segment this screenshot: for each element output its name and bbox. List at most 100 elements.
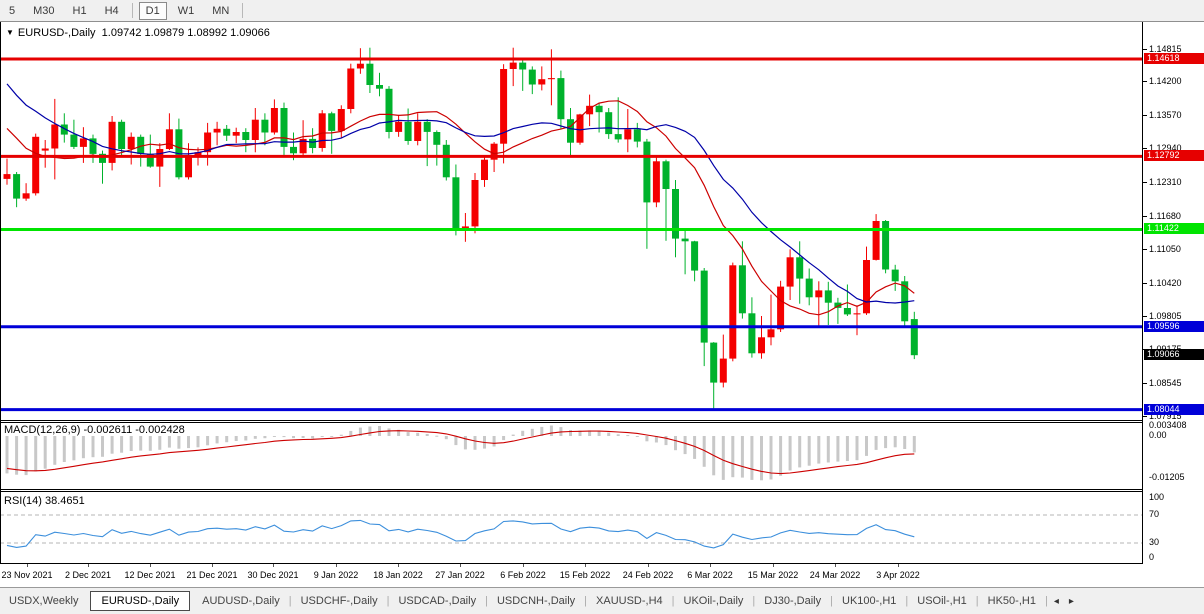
- candle-body: [557, 78, 565, 120]
- candle-body: [624, 129, 632, 140]
- macd-histogram-bar: [473, 436, 477, 450]
- macd-histogram-bar: [320, 436, 324, 437]
- tab-separator: |: [752, 595, 756, 607]
- candle-body: [652, 161, 660, 203]
- macd-histogram-bar: [120, 436, 124, 453]
- time-axis[interactable]: 23 Nov 2021 2 Dec 2021 12 Dec 2021 21 Dec 2…: [0, 564, 1142, 587]
- macd-histogram-bar: [43, 436, 47, 469]
- chart-tab-UKOil-Daily[interactable]: UKOil-,Daily: [683, 595, 744, 607]
- timeframe-button-H1[interactable]: H1: [72, 4, 87, 17]
- candle-body: [538, 79, 546, 85]
- chart-tab-DJ30-Daily[interactable]: DJ30-,Daily: [764, 595, 822, 607]
- candle-body: [442, 144, 450, 178]
- macd-histogram-bar: [215, 436, 219, 444]
- price-level-tag: 1.11422: [1144, 223, 1204, 234]
- candle-wick: [102, 150, 103, 184]
- main-chart-canvas[interactable]: [0, 22, 1142, 420]
- macd-histogram-bar: [626, 435, 630, 437]
- candle-body: [385, 88, 393, 132]
- timeframe-button-MN[interactable]: MN: [212, 4, 230, 17]
- rsi-panel-bottom-border: [0, 563, 1142, 564]
- candle-body: [404, 121, 412, 141]
- macd-histogram-bar: [187, 436, 190, 449]
- tab-scroll-right-icon[interactable]: ▸: [1068, 595, 1074, 607]
- macd-histogram-bar: [874, 436, 878, 450]
- macd-histogram-bar: [444, 436, 448, 440]
- chart-tab-HK50-H1[interactable]: HK50-,H1: [987, 595, 1036, 607]
- macd-histogram-bar: [454, 436, 458, 446]
- macd-histogram-bar: [645, 436, 649, 442]
- candle-body: [433, 132, 441, 145]
- candle-body: [738, 265, 746, 314]
- candle-body: [614, 134, 622, 140]
- candle-wick: [598, 102, 600, 133]
- timeframe-button-M30[interactable]: M30: [33, 4, 55, 17]
- price-level-tag: 1.14618: [1144, 53, 1204, 64]
- candle-body: [13, 174, 21, 199]
- current-price-tag: 1.09066: [1144, 349, 1204, 360]
- macd-histogram-bar: [683, 436, 687, 455]
- chart-tab-AUDUSD-Daily[interactable]: AUDUSD-,Daily: [202, 595, 280, 607]
- time-tick-mark: [27, 564, 28, 567]
- chart-tab-EURUSD-Daily[interactable]: EURUSD-,Daily: [90, 591, 191, 611]
- chart-tab-USDX-Weekly[interactable]: USDX,Weekly: [9, 595, 79, 607]
- macd-rsi-separator[interactable]: [0, 489, 1142, 490]
- timeframe-button-W1[interactable]: W1: [177, 4, 195, 17]
- macd-histogram-bar: [349, 430, 353, 436]
- candle-body: [643, 141, 651, 203]
- macd-histogram-bar: [53, 436, 57, 465]
- candle-wick: [216, 121, 218, 146]
- macd-histogram-bar: [301, 436, 305, 438]
- chart-tab-USDCNH-Daily[interactable]: USDCNH-,Daily: [496, 595, 576, 607]
- macd-histogram-bar: [798, 436, 802, 468]
- candle-body: [547, 78, 555, 80]
- candle-wick: [827, 281, 829, 325]
- time-tick-mark: [88, 564, 89, 567]
- price-tick-label: 1.12940: [1149, 143, 1182, 153]
- chart-tab-USDCHF-Daily[interactable]: USDCHF-,Daily: [300, 595, 378, 607]
- macd-histogram-bar: [607, 432, 611, 436]
- macd-histogram-bar: [34, 436, 38, 472]
- time-tick-label: 15 Feb 2022: [559, 570, 611, 580]
- macd-histogram-bar: [253, 436, 257, 439]
- macd-scale-label: 0.003408: [1149, 420, 1187, 430]
- macd-histogram-bar: [578, 430, 582, 436]
- price-tick-label: 1.14815: [1149, 44, 1182, 54]
- timeframe-button-H4[interactable]: H4: [104, 4, 119, 17]
- main-macd-separator[interactable]: [0, 420, 1142, 421]
- rsi-scale-label: 0: [1149, 552, 1155, 562]
- candle-wick: [770, 294, 772, 346]
- candle-body: [79, 138, 87, 147]
- candle-body: [270, 108, 278, 133]
- macd-histogram-bar: [72, 436, 76, 461]
- price-axis[interactable]: 1.14815 1.14200 1.13570 1.12940 1.12310 1.116…: [1143, 22, 1204, 587]
- macd-histogram-bar: [81, 436, 85, 459]
- price-level-tag: 1.12792: [1144, 150, 1204, 161]
- tab-scroll-left-icon[interactable]: ◂: [1053, 595, 1059, 607]
- chart-tab-USDCAD-Daily[interactable]: USDCAD-,Daily: [398, 595, 477, 607]
- timeframe-button-5[interactable]: 5: [9, 4, 16, 17]
- macd-histogram-bar: [779, 436, 783, 476]
- tab-separator: |: [386, 595, 390, 607]
- candle-body: [710, 342, 718, 383]
- candle-body: [633, 129, 641, 142]
- macd-signal-line: [6, 430, 915, 475]
- time-tick-mark: [835, 564, 836, 567]
- macd-histogram-bar: [110, 436, 114, 454]
- chart-tab-XAUUSD-H4[interactable]: XAUUSD-,H4: [596, 595, 663, 607]
- candle-body: [815, 290, 823, 298]
- chart-tab-USOil-H1[interactable]: USOil-,H1: [917, 595, 967, 607]
- chart-tab-UK100-H1[interactable]: UK100-,H1: [842, 595, 897, 607]
- timeframe-button-D1[interactable]: D1: [138, 1, 167, 20]
- macd-histogram-bar: [502, 436, 506, 441]
- rsi-indicator-canvas[interactable]: [0, 491, 1142, 563]
- time-tick-mark: [273, 564, 274, 567]
- macd-indicator-canvas[interactable]: [0, 422, 1142, 488]
- macd-histogram-bar: [406, 432, 410, 436]
- candle-body: [452, 177, 460, 229]
- price-tick-label: 1.07915: [1149, 411, 1182, 421]
- price-tick-label: 1.11050: [1149, 244, 1181, 254]
- macd-histogram-bar: [845, 436, 849, 461]
- macd-histogram-bar: [740, 436, 744, 478]
- macd-histogram-bar: [387, 428, 391, 436]
